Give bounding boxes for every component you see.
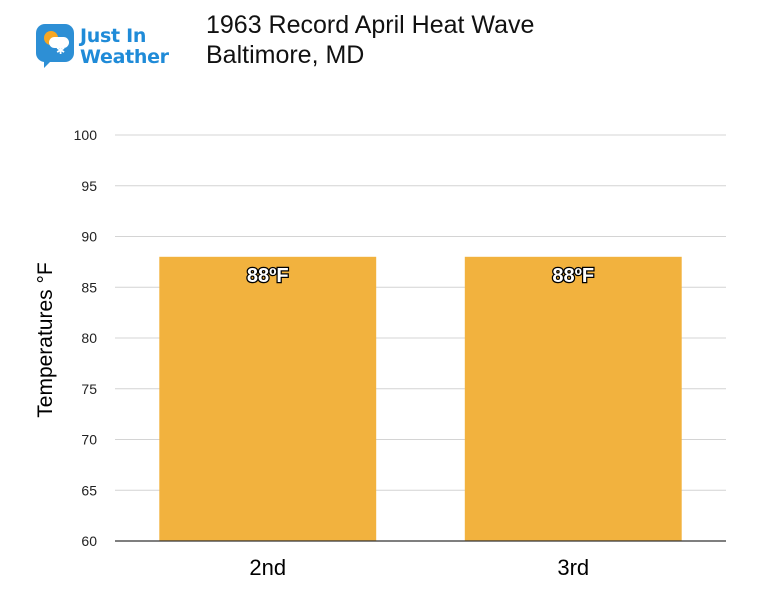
bar-data-label: 88ºF [552, 265, 594, 287]
logo-text-line2: Weather [80, 46, 169, 68]
logo-text-line1: Just In [80, 25, 147, 47]
bar [464, 256, 682, 541]
y-tick-label: 65 [81, 482, 97, 498]
x-category-label: 3rd [557, 555, 589, 580]
x-category-label: 2nd [249, 555, 286, 580]
y-tick-label: 70 [81, 432, 97, 448]
chart-title: 1963 Record April Heat Wave Baltimore, M… [206, 10, 534, 70]
chart-title-line2: Baltimore, MD [206, 41, 365, 69]
y-tick-label: 95 [81, 178, 97, 194]
bar-data-label: 88ºF [247, 265, 289, 287]
logo: ✱ Just In Weather [36, 20, 186, 72]
logo-text: Just In Weather [80, 26, 169, 68]
weather-speech-bubble-icon: ✱ [36, 24, 74, 68]
y-tick-label: 80 [81, 330, 97, 346]
y-tick-label: 60 [81, 533, 97, 549]
y-tick-label: 90 [81, 229, 97, 245]
bar [159, 256, 377, 541]
y-tick-label: 85 [81, 279, 97, 295]
y-tick-label: 75 [81, 381, 97, 397]
chart-title-line1: 1963 Record April Heat Wave [206, 11, 535, 39]
y-tick-label: 100 [74, 127, 98, 143]
